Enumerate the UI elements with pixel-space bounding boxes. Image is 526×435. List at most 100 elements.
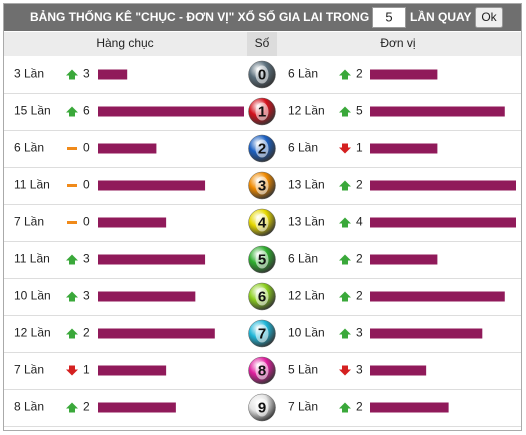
units-bar [370, 106, 505, 117]
units-change: 3 [356, 363, 363, 377]
tens-count-label: 3 Lần [14, 67, 44, 81]
digit: 4 [258, 214, 267, 231]
tens-bar [98, 328, 215, 339]
tens-count-label: 12 Lần [14, 326, 51, 340]
tens-bar [98, 254, 206, 265]
units-bar [370, 254, 438, 265]
units-count-label: 12 Lần [288, 104, 325, 118]
trend-up [339, 291, 351, 302]
ball-face [255, 213, 269, 232]
trend-down [66, 365, 78, 376]
units-header: Đơn vị [380, 36, 415, 50]
ball-face [255, 250, 269, 269]
ball-face [255, 324, 269, 343]
tens-bar [98, 217, 167, 228]
units-count-label: 12 Lần [288, 289, 325, 303]
units-count-label: 6 Lần [288, 141, 318, 155]
units-bar [370, 328, 483, 339]
tens-count-label: 8 Lần [14, 400, 44, 414]
tens-change: 0 [83, 178, 90, 192]
tens-bar [98, 69, 128, 80]
tens-change: 0 [83, 215, 90, 229]
units-bar [370, 365, 427, 376]
units-count-label: 5 Lần [288, 363, 318, 377]
trend-up [66, 254, 78, 265]
tens-count-label: 10 Lần [14, 289, 51, 303]
tens-change: 2 [83, 326, 90, 340]
units-bar [370, 180, 516, 191]
digit: 6 [258, 288, 266, 305]
trend-flat [67, 147, 77, 150]
digit: 9 [258, 399, 266, 416]
tens-change: 0 [83, 141, 90, 155]
units-count-label: 13 Lần [288, 215, 325, 229]
tens-change: 3 [83, 67, 90, 81]
units-change: 2 [356, 67, 363, 81]
units-bar [370, 143, 438, 154]
tens-bar [98, 143, 157, 154]
trend-up [66, 402, 78, 413]
tens-bar [98, 365, 167, 376]
input-value[interactable]: 5 [385, 9, 392, 24]
trend-up [66, 291, 78, 302]
ball-face [255, 361, 269, 380]
ball-face [255, 176, 269, 195]
tens-count-label: 15 Lần [14, 104, 51, 118]
units-change: 3 [356, 326, 363, 340]
ball-face [255, 65, 269, 84]
title-suffix: LẦN QUAY [410, 9, 472, 24]
trend-up [339, 328, 351, 339]
ball-face [255, 102, 269, 121]
draw-count-input[interactable] [372, 7, 406, 28]
units-change: 2 [356, 252, 363, 266]
ok-button[interactable] [475, 7, 503, 28]
tens-change: 2 [83, 400, 90, 414]
tens-count-label: 11 Lần [14, 252, 50, 266]
digit: 5 [258, 251, 266, 268]
units-change: 5 [356, 104, 363, 118]
units-bar [370, 217, 516, 228]
trend-up [339, 69, 351, 80]
tens-bar [98, 291, 196, 302]
trend-up [339, 180, 351, 191]
digit: 3 [258, 177, 266, 194]
digit: 0 [258, 66, 266, 83]
digit: 2 [258, 140, 266, 157]
trend-up [66, 69, 78, 80]
units-count-label: 7 Lần [288, 400, 318, 414]
units-change: 2 [356, 178, 363, 192]
trend-up [66, 106, 78, 117]
trend-down [339, 143, 351, 154]
header-bar [4, 4, 521, 31]
title: BẢNG THỐNG KÊ "CHỤC - ĐƠN VỊ" XỔ SỐ GIA … [30, 9, 369, 24]
digit-header: Số [255, 36, 270, 50]
tens-header: Hàng chục [96, 36, 153, 50]
units-count-label: 10 Lần [288, 326, 325, 340]
trend-up [339, 254, 351, 265]
units-count-label: 13 Lần [288, 178, 325, 192]
trend-up [339, 106, 351, 117]
digit: 1 [258, 103, 266, 120]
units-count-label: 6 Lần [288, 252, 318, 266]
tens-count-label: 11 Lần [14, 178, 50, 192]
tens-change: 3 [83, 289, 90, 303]
tens-bar [98, 106, 244, 117]
units-change: 2 [356, 289, 363, 303]
units-bar [370, 69, 438, 80]
units-count-label: 6 Lần [288, 67, 318, 81]
tens-change: 3 [83, 252, 90, 266]
tens-count-label: 6 Lần [14, 141, 44, 155]
trend-up [66, 328, 78, 339]
ok-label[interactable]: Ok [481, 10, 497, 24]
tens-change: 1 [83, 363, 90, 377]
trend-up [339, 402, 351, 413]
trend-down [339, 365, 351, 376]
units-bar [370, 291, 505, 302]
trend-flat [67, 221, 77, 224]
trend-flat [67, 184, 77, 187]
tens-change: 6 [83, 104, 90, 118]
units-change: 4 [356, 215, 363, 229]
units-change: 2 [356, 400, 363, 414]
